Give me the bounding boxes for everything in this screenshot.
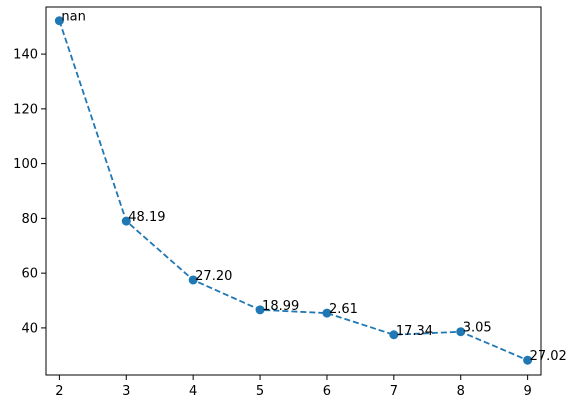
x-tick-label: 4 [189, 384, 197, 399]
series-line [58, 20, 528, 362]
x-tick-label: 8 [457, 384, 465, 399]
y-tick-label: 60 [21, 267, 38, 282]
y-tick-label: 140 [13, 48, 38, 63]
data-point [456, 327, 466, 337]
data-label: nan [61, 10, 85, 25]
x-tick-label: 9 [523, 384, 531, 399]
data-point [54, 16, 64, 26]
y-tick-label: 80 [21, 212, 38, 227]
data-point [121, 216, 131, 226]
x-axis: 2 3 4 5 6 7 8 9 [55, 375, 532, 399]
y-axis: 40 60 80 100 120 140 [13, 48, 46, 336]
x-tick-label: 2 [55, 384, 63, 399]
data-label: 3.05 [463, 321, 492, 336]
x-tick-label: 5 [256, 384, 264, 399]
data-label-layer: nan 48.19 27.20 18.99 2.61 17.34 3.05 27.02 [61, 10, 566, 365]
y-tick-label: 120 [13, 102, 38, 117]
data-label: 18.99 [262, 299, 299, 314]
data-label: 17.34 [396, 324, 433, 339]
data-point [322, 308, 332, 318]
data-point [188, 275, 198, 285]
y-tick-label: 100 [13, 157, 38, 172]
data-label: 2.61 [329, 302, 358, 317]
x-tick-label: 6 [323, 384, 331, 399]
y-tick-label: 40 [21, 321, 38, 336]
data-label: 27.20 [195, 269, 232, 284]
x-tick-label: 3 [122, 384, 130, 399]
data-point [255, 305, 265, 315]
data-label: 48.19 [128, 210, 165, 225]
data-label: 27.02 [530, 349, 567, 364]
data-point [389, 330, 399, 340]
series-layer [54, 16, 533, 365]
x-tick-label: 7 [390, 384, 398, 399]
plot-area-frame [45, 6, 542, 376]
data-point [523, 355, 533, 365]
